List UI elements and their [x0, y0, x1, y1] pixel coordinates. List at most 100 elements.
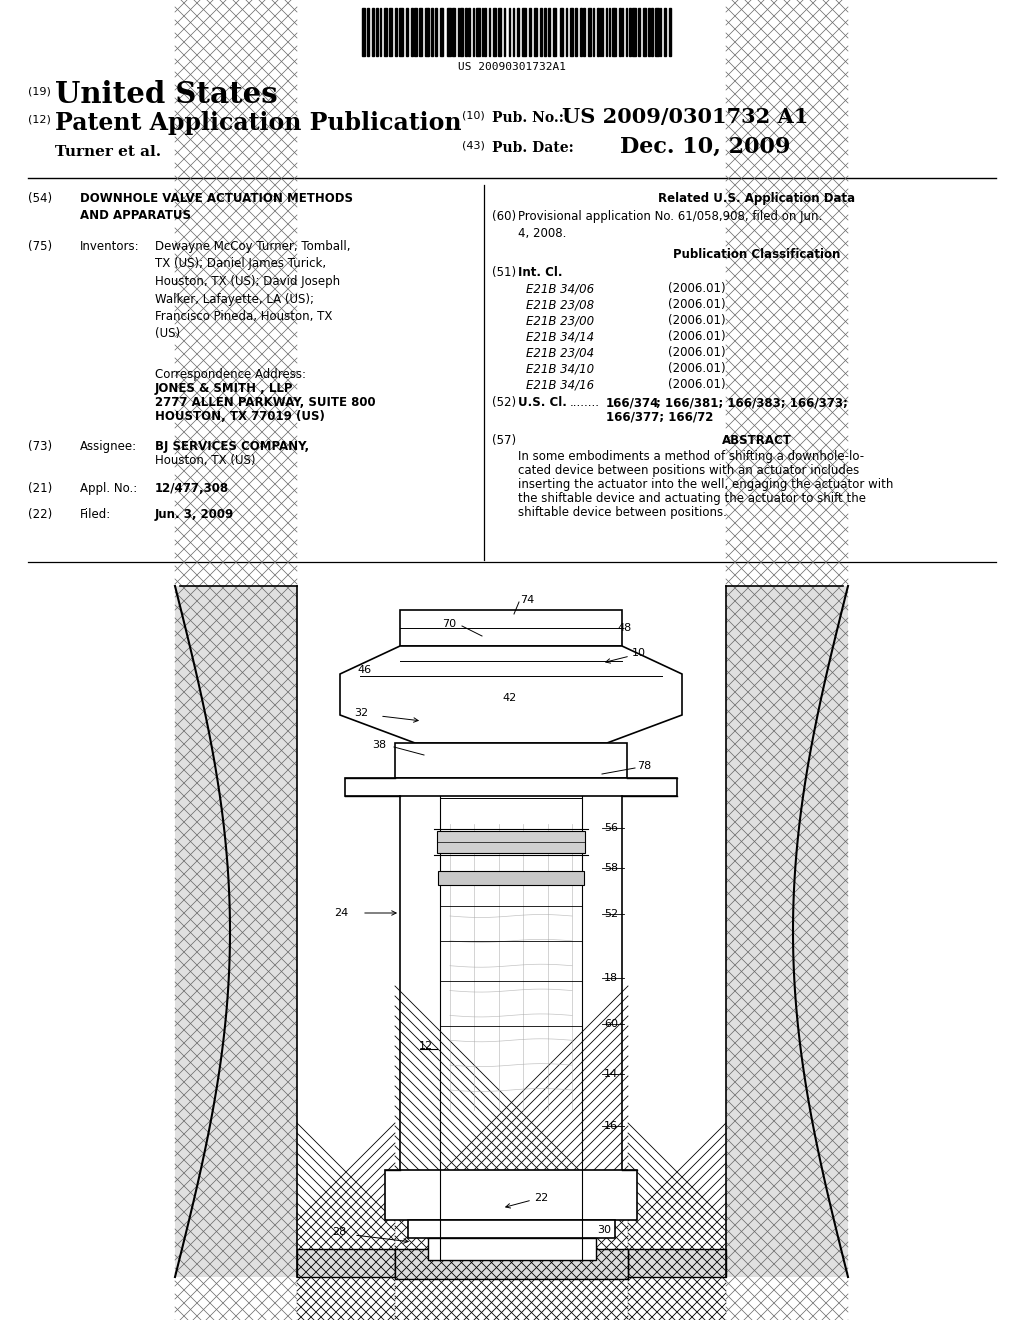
Text: (75): (75) — [28, 240, 52, 253]
Text: 30: 30 — [597, 1225, 611, 1236]
Text: US 2009/0301732 A1: US 2009/0301732 A1 — [562, 107, 808, 127]
Text: In some embodiments a method of shifting a downhole-lo-: In some embodiments a method of shifting… — [518, 450, 864, 463]
Text: Dewayne McCoy Turner, Tomball,
TX (US); Daniel James Turick,
Houston, TX (US); D: Dewayne McCoy Turner, Tomball, TX (US); … — [155, 240, 350, 341]
Text: JONES & SMITH , LLP: JONES & SMITH , LLP — [155, 381, 294, 395]
Bar — [611, 8, 613, 55]
Bar — [376, 8, 378, 55]
Bar — [655, 8, 658, 55]
Text: E21B 23/08: E21B 23/08 — [526, 298, 594, 312]
Bar — [588, 8, 591, 55]
Text: 48: 48 — [617, 623, 631, 634]
Text: 10: 10 — [632, 648, 646, 657]
Bar — [614, 8, 616, 55]
Bar — [447, 8, 451, 55]
Text: (43): (43) — [462, 141, 485, 150]
Text: Inventors:: Inventors: — [80, 240, 139, 253]
Text: Int. Cl.: Int. Cl. — [518, 267, 562, 279]
Bar — [540, 8, 542, 55]
Bar — [670, 8, 671, 55]
Text: Turner et al.: Turner et al. — [55, 145, 161, 158]
Bar — [400, 610, 622, 645]
Text: E21B 23/00: E21B 23/00 — [526, 314, 594, 327]
Text: US 20090301732A1: US 20090301732A1 — [458, 62, 566, 73]
Bar — [438, 871, 584, 884]
Text: 46: 46 — [357, 665, 371, 675]
Text: HOUSTON, TX 77019 (US): HOUSTON, TX 77019 (US) — [155, 411, 325, 422]
Text: Filed:: Filed: — [80, 508, 112, 521]
Text: 60: 60 — [604, 1019, 618, 1030]
Text: (60): (60) — [492, 210, 516, 223]
Bar — [437, 832, 585, 853]
Bar — [529, 8, 531, 55]
Bar — [580, 8, 582, 55]
Text: Assignee:: Assignee: — [80, 440, 137, 453]
Bar — [461, 8, 463, 55]
Bar — [504, 8, 506, 55]
Bar — [453, 8, 455, 55]
Text: (2006.01): (2006.01) — [668, 298, 726, 312]
Bar — [664, 8, 666, 55]
Bar — [395, 8, 396, 55]
Text: inserting the actuator into the well, engaging the actuator with: inserting the actuator into the well, en… — [518, 478, 893, 491]
Text: (19): (19) — [28, 87, 51, 96]
Text: (2006.01): (2006.01) — [668, 282, 726, 294]
Bar — [425, 8, 428, 55]
Text: Correspondence Address:: Correspondence Address: — [155, 368, 306, 381]
Bar — [465, 8, 467, 55]
Bar — [638, 8, 640, 55]
Text: (22): (22) — [28, 508, 52, 521]
Text: Related U.S. Application Data: Related U.S. Application Data — [658, 191, 856, 205]
Bar — [648, 8, 650, 55]
Text: United States: United States — [55, 81, 278, 110]
Text: cated device between positions with an actuator includes: cated device between positions with an a… — [518, 465, 859, 477]
Text: Patent Application Publication: Patent Application Publication — [55, 111, 462, 135]
Text: DOWNHOLE VALVE ACTUATION METHODS
AND APPARATUS: DOWNHOLE VALVE ACTUATION METHODS AND APP… — [80, 191, 353, 222]
Bar — [385, 1170, 637, 1220]
Text: 2777 ALLEN PARKWAY, SUITE 800: 2777 ALLEN PARKWAY, SUITE 800 — [155, 396, 376, 409]
Bar — [618, 8, 621, 55]
Text: 56: 56 — [604, 822, 618, 833]
Text: Publication Classification: Publication Classification — [674, 248, 841, 261]
Bar — [411, 8, 414, 55]
Bar — [597, 8, 599, 55]
Bar — [415, 8, 417, 55]
Text: (2006.01): (2006.01) — [668, 330, 726, 343]
Text: Pub. Date:: Pub. Date: — [492, 141, 573, 154]
Text: 18: 18 — [604, 973, 618, 983]
Text: (2006.01): (2006.01) — [668, 346, 726, 359]
Bar — [544, 8, 546, 55]
Text: 42: 42 — [502, 693, 516, 704]
Text: (54): (54) — [28, 191, 52, 205]
Text: E21B 34/10: E21B 34/10 — [526, 362, 594, 375]
Bar — [297, 586, 726, 1276]
Bar — [499, 8, 501, 55]
Text: BJ SERVICES COMPANY,: BJ SERVICES COMPANY, — [155, 440, 309, 453]
Bar — [408, 1220, 615, 1238]
Text: Provisional application No. 61/058,908, filed on Jun.
4, 2008.: Provisional application No. 61/058,908, … — [518, 210, 822, 240]
Text: 166/377; 166/72: 166/377; 166/72 — [606, 411, 714, 422]
Bar — [476, 8, 480, 55]
Bar — [481, 8, 483, 55]
Text: 74: 74 — [520, 595, 535, 605]
Text: 16: 16 — [604, 1121, 618, 1131]
Bar — [399, 8, 402, 55]
Text: (2006.01): (2006.01) — [668, 378, 726, 391]
Text: ABSTRACT: ABSTRACT — [722, 434, 792, 447]
Text: 78: 78 — [637, 762, 651, 771]
Bar — [362, 8, 365, 55]
Text: (21): (21) — [28, 482, 52, 495]
Bar — [548, 8, 550, 55]
Text: 12: 12 — [419, 1041, 433, 1051]
Text: (2006.01): (2006.01) — [668, 362, 726, 375]
Text: E21B 34/06: E21B 34/06 — [526, 282, 594, 294]
Bar — [517, 8, 519, 55]
Bar — [559, 8, 563, 55]
Text: 166/374: 166/374 — [606, 396, 659, 409]
Bar — [726, 586, 848, 1276]
Text: 14: 14 — [604, 1069, 618, 1078]
Bar — [650, 8, 652, 55]
Polygon shape — [340, 645, 682, 743]
Bar — [395, 1249, 628, 1279]
Bar — [345, 777, 677, 796]
Bar — [583, 8, 585, 55]
